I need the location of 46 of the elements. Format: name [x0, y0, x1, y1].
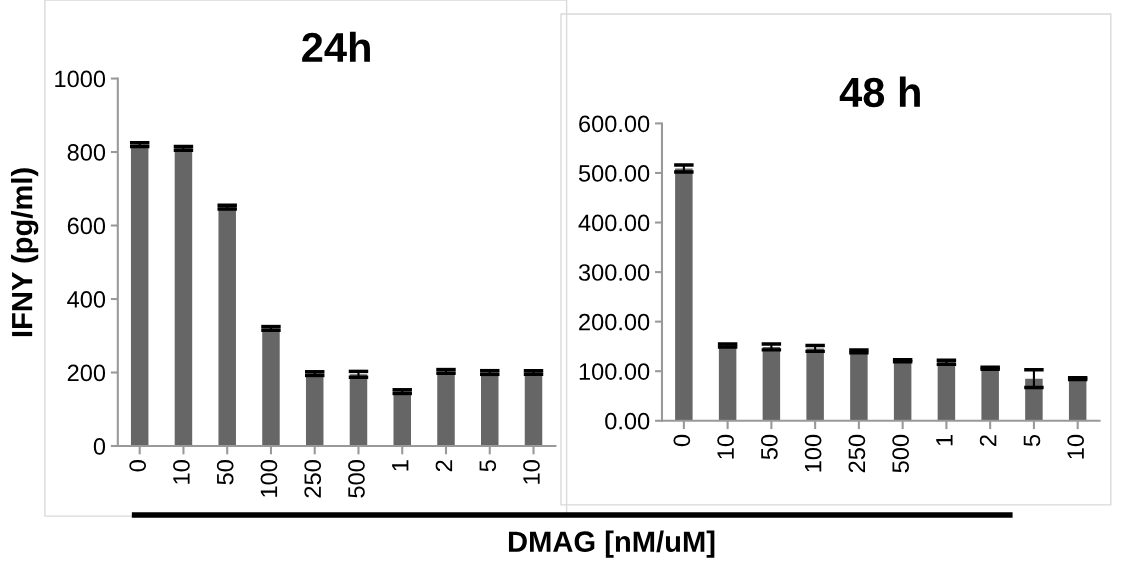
bar	[1068, 378, 1087, 421]
bar	[981, 368, 999, 421]
bar	[762, 346, 781, 421]
x-tick-label: 100	[260, 460, 278, 497]
bar	[262, 328, 280, 446]
bar	[806, 348, 824, 421]
y-tick-label: 600.00	[579, 115, 650, 133]
x-tick-label: 100	[804, 434, 822, 472]
y-tick-label: 400	[67, 291, 106, 308]
x-tick-label: 10	[717, 434, 734, 459]
x-tick-label: 250	[848, 434, 866, 473]
x-tick-label: 500	[348, 460, 365, 498]
x-tick-label: 10	[173, 460, 190, 484]
y-tick-label: 0.00	[605, 412, 650, 430]
bar	[437, 371, 455, 446]
y-tick-label: 100.00	[579, 363, 650, 380]
x-tick-label: 2	[979, 435, 997, 446]
x-tick-label: 5	[479, 460, 497, 472]
chart-title: 24h	[302, 31, 370, 62]
x-tick-label: 500	[892, 434, 909, 473]
y-tick-label: 400.00	[578, 214, 650, 232]
x-tick-label: 250	[304, 460, 322, 498]
x-tick-label: 50	[760, 434, 778, 460]
y-tick-label: 600	[67, 217, 106, 235]
x-tick-label: 50	[216, 460, 234, 485]
x-axis-title: DMAG [nM/uM]	[508, 530, 715, 558]
y-axis-title: IFNY (pg/ml)	[11, 168, 39, 337]
y-tick-label: 500.00	[578, 165, 650, 182]
x-tick-label: 2	[435, 460, 453, 472]
chart-title: 48 h	[839, 76, 920, 108]
x-tick-label: 1	[936, 435, 953, 446]
x-tick-label: 0	[129, 460, 147, 472]
bar	[937, 362, 956, 421]
x-tick-label: 0	[673, 434, 691, 447]
x-tick-label: 10	[523, 460, 540, 484]
y-tick-label: 300.00	[578, 264, 650, 281]
x-tick-label: 10	[1067, 434, 1085, 459]
bar	[1025, 378, 1043, 421]
y-tick-label: 200	[67, 364, 106, 382]
bar	[675, 168, 693, 421]
bar	[349, 374, 368, 446]
x-tick-label: 1	[392, 460, 409, 471]
y-tick-label: 200.00	[579, 313, 650, 331]
y-tick-label: 800	[67, 144, 106, 161]
x-tick-label: 5	[1023, 434, 1041, 447]
y-tick-label: 1000	[55, 70, 106, 88]
